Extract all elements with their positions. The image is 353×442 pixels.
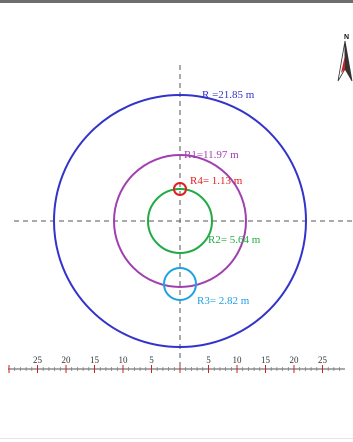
radius-diagram: R =21.85 m R1=11.97 m R4= 1.13 m R2= 5.6… — [8, 34, 353, 373]
scale-label: 25 — [318, 355, 328, 365]
scale-label: 10 — [119, 355, 129, 365]
label-r: R =21.85 m — [202, 89, 255, 101]
scale-label: 20 — [62, 355, 72, 365]
scale-label: 5 — [149, 355, 154, 365]
scale-label: 25 — [33, 355, 43, 365]
circle-r1 — [113, 154, 247, 288]
circle-r — [53, 94, 307, 348]
circle-r3 — [163, 267, 197, 301]
label-r2: R2= 5.64 m — [208, 234, 261, 246]
circle-r2 — [147, 188, 213, 254]
circle-r4 — [173, 182, 187, 196]
north-arrow-icon: N — [337, 34, 353, 82]
scale-label: 15 — [90, 355, 100, 365]
scale-label: 10 — [233, 355, 243, 365]
label-r1: R1=11.97 m — [184, 149, 239, 161]
scale-label: 20 — [290, 355, 300, 365]
label-r4: R4= 1.13 m — [190, 175, 243, 187]
scale-bar — [8, 365, 345, 373]
scale-label: 5 — [206, 355, 211, 365]
scale-label: 15 — [261, 355, 271, 365]
north-letter: N — [344, 34, 349, 41]
label-r3: R3= 2.82 m — [197, 295, 250, 307]
